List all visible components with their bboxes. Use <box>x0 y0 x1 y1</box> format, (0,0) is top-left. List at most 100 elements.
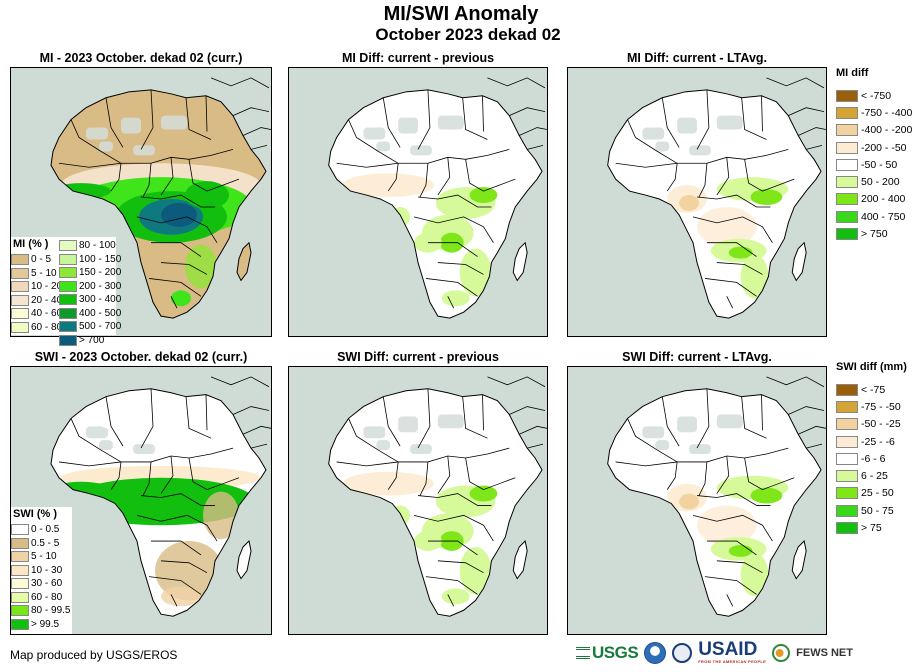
country-border <box>170 594 178 607</box>
country-border <box>798 425 826 435</box>
data-region <box>171 290 191 307</box>
country-border <box>482 95 484 132</box>
nodata-region <box>376 440 391 451</box>
legend-swi-abs: SWI (% ) 0 - 0.5 0.5 - 5 5 - 10 10 - 30 30 -… <box>11 507 72 634</box>
legend-label: > 700 <box>79 334 105 346</box>
country-border <box>136 514 218 542</box>
data-region <box>342 471 434 496</box>
legend-swatch <box>836 383 858 396</box>
legend-swatch <box>11 551 29 563</box>
country-border <box>766 77 825 89</box>
country-border <box>188 159 240 192</box>
noaa-logo-icon[interactable] <box>644 641 667 664</box>
country-border <box>447 594 455 607</box>
nodata-region <box>363 426 386 439</box>
data-region <box>155 541 223 601</box>
usaid-logo-text: USAID <box>698 639 758 660</box>
usgs-wave-icon <box>576 646 590 659</box>
country-border <box>706 242 757 257</box>
country-border <box>140 194 215 208</box>
data-region <box>51 183 111 200</box>
legend-item: -200 - -50 <box>836 139 922 156</box>
nodata-region <box>437 115 464 130</box>
country-border <box>151 540 202 556</box>
africa-map <box>328 77 547 319</box>
country-border <box>716 455 730 494</box>
map-swi-diff-lta[interactable] <box>567 366 827 635</box>
panel-title-mi-current: MI - 2023 October. dekad 02 (curr.) <box>39 51 243 65</box>
country-border <box>427 242 478 257</box>
nodata-region <box>86 127 108 140</box>
country-border <box>465 457 516 491</box>
map-mi-diff-lta[interactable] <box>567 67 827 337</box>
data-region <box>390 505 411 526</box>
country-border <box>70 418 122 463</box>
usaid-tagline: FROM THE AMERICAN PEOPLE <box>698 659 767 664</box>
legend-swatch <box>59 321 77 333</box>
country-border <box>437 157 451 196</box>
map-mi-current[interactable] <box>10 67 272 337</box>
country-border <box>427 540 478 556</box>
nodata-region <box>655 440 670 451</box>
country-border <box>487 376 546 388</box>
legend-item: > 700 <box>59 334 121 348</box>
fews-net-logo[interactable]: FEWS NET <box>796 646 853 659</box>
legend-swatch <box>836 124 858 137</box>
country-border <box>140 388 154 449</box>
legend-item: 6 - 25 <box>836 467 922 484</box>
legend-swatch <box>836 522 858 535</box>
legend-label: < -750 <box>861 89 892 102</box>
usaid-logo[interactable]: USAID FROM THE AMERICAN PEOPLE <box>698 639 767 664</box>
map-mi-diff-prev[interactable] <box>288 67 548 337</box>
legend-swatch <box>59 280 77 292</box>
legend-item: 400 - 500 <box>59 307 121 321</box>
legend-title: SWI (% ) <box>13 508 57 520</box>
nodata-region <box>437 414 464 429</box>
country-border <box>726 296 734 309</box>
legend-swatch <box>11 605 29 617</box>
nodata-region <box>376 141 391 152</box>
country-border <box>806 443 823 449</box>
data-region <box>459 248 492 297</box>
nodata-region <box>363 127 386 140</box>
legend-swatch <box>11 254 29 266</box>
map-swi-current[interactable] <box>10 366 272 635</box>
country-border <box>661 97 680 148</box>
legend-label: -750 - -400 <box>861 106 913 119</box>
land-mass <box>607 388 822 617</box>
usgs-logo-text: USGS <box>592 642 639 662</box>
usgs-logo[interactable]: USGS <box>576 642 639 663</box>
legend-item: 10 - 20 <box>11 280 62 294</box>
country-border <box>348 119 399 164</box>
panel-title-mi-diff-prev: MI Diff: current - previous <box>341 51 495 65</box>
country-border <box>425 576 478 595</box>
country-border <box>696 194 771 208</box>
legend-label: 5 - 10 <box>31 267 57 279</box>
africa-map <box>607 376 826 617</box>
country-border <box>462 97 488 140</box>
country-border <box>419 163 429 198</box>
legend-swatch <box>836 487 858 500</box>
nodata-region <box>398 117 418 134</box>
country-border <box>692 514 773 542</box>
country-border <box>761 95 763 132</box>
legend-swatch <box>11 308 29 320</box>
country-border <box>417 89 431 150</box>
legend-label: 0.5 - 5 <box>31 537 60 549</box>
legend-swatch <box>11 564 29 576</box>
country-border <box>704 278 757 297</box>
africa-map <box>607 77 826 319</box>
legend-item: 400 - 750 <box>836 208 922 225</box>
country-border <box>696 388 710 449</box>
legend-label: 0 - 5 <box>31 254 52 266</box>
map-swi-diff-prev[interactable] <box>288 366 548 635</box>
madagascar <box>236 241 252 282</box>
country-border <box>140 493 215 506</box>
legend-label: 60 - 80 <box>31 591 63 603</box>
legend-label: > 99.5 <box>31 618 60 630</box>
africa-map <box>50 77 271 319</box>
country-border <box>696 493 771 506</box>
legend-item: 60 - 80 <box>11 321 62 335</box>
country-border <box>698 461 708 496</box>
